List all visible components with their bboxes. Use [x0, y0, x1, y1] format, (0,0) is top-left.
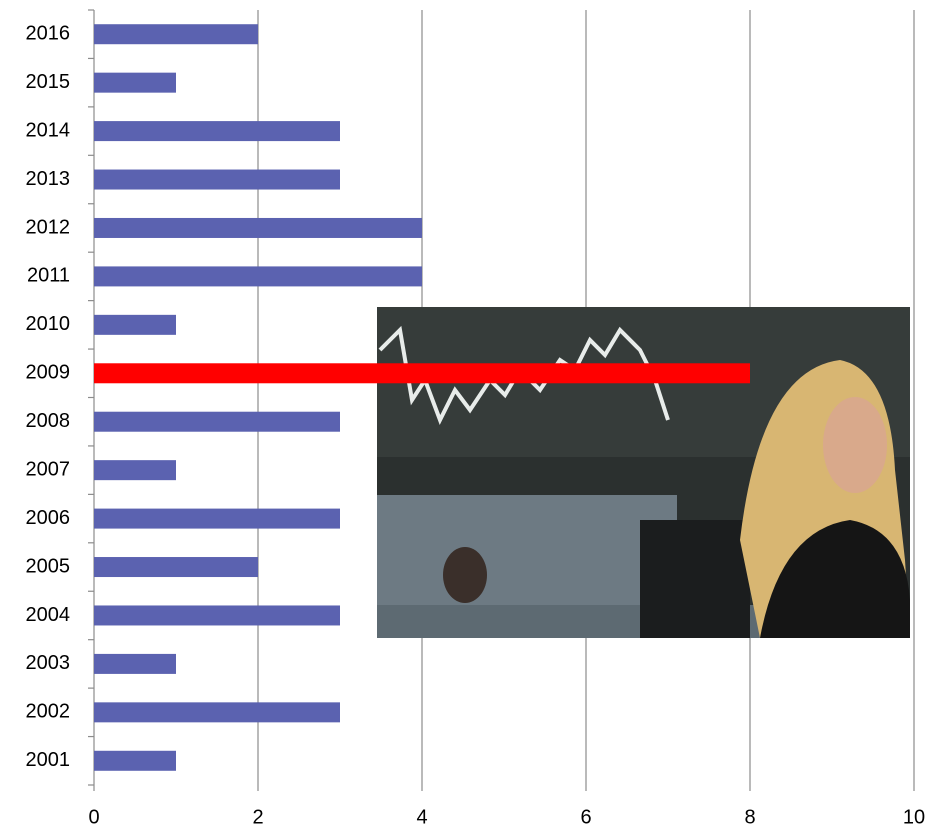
- y-tick-label: 2011: [27, 265, 70, 287]
- y-tick-label: 2005: [26, 555, 71, 577]
- photo-person-back: [443, 547, 487, 603]
- y-tick-label: 2012: [26, 216, 71, 238]
- y-tick-label: 2002: [26, 701, 71, 723]
- bar: [94, 72, 176, 93]
- y-tick-label: 2006: [26, 507, 71, 529]
- y-tick-label: 2008: [26, 410, 71, 432]
- bar: [94, 460, 176, 481]
- photo: [377, 307, 910, 638]
- bar: [94, 653, 176, 674]
- y-tick-label: 2004: [26, 604, 71, 626]
- bar-layer: [94, 24, 750, 771]
- x-tick-label: 8: [744, 806, 755, 828]
- x-tick-label: 6: [580, 806, 591, 828]
- y-tick-label: 2001: [26, 749, 71, 771]
- bar: [94, 605, 340, 626]
- bar: [94, 169, 340, 190]
- bar: [94, 314, 176, 335]
- photo-chair: [640, 520, 750, 638]
- photo-jacket: [760, 520, 910, 638]
- y-tick-label: 2009: [26, 362, 71, 384]
- photo-face: [823, 397, 887, 493]
- y-tick-label: 2014: [26, 119, 71, 141]
- bar: [94, 411, 340, 432]
- y-tick-label: 2013: [26, 168, 71, 190]
- bar: [94, 363, 750, 384]
- x-tick-label: 4: [416, 806, 427, 828]
- x-tick-label: 10: [903, 806, 925, 828]
- bar: [94, 557, 258, 578]
- x-tick-label: 2: [252, 806, 263, 828]
- y-tick-label: 2016: [26, 23, 71, 45]
- bar: [94, 750, 176, 771]
- y-tick-label: 2003: [26, 652, 71, 674]
- bar: [94, 702, 340, 723]
- x-tick-label: 0: [88, 806, 99, 828]
- bar: [94, 266, 422, 287]
- y-tick-label: 2015: [26, 71, 71, 93]
- photo-monitors: [377, 495, 677, 605]
- bar: [94, 508, 340, 529]
- bar: [94, 217, 422, 238]
- bar: [94, 121, 340, 142]
- bar: [94, 24, 258, 45]
- y-tick-label: 2010: [26, 313, 71, 335]
- y-tick-label: 2007: [26, 458, 71, 480]
